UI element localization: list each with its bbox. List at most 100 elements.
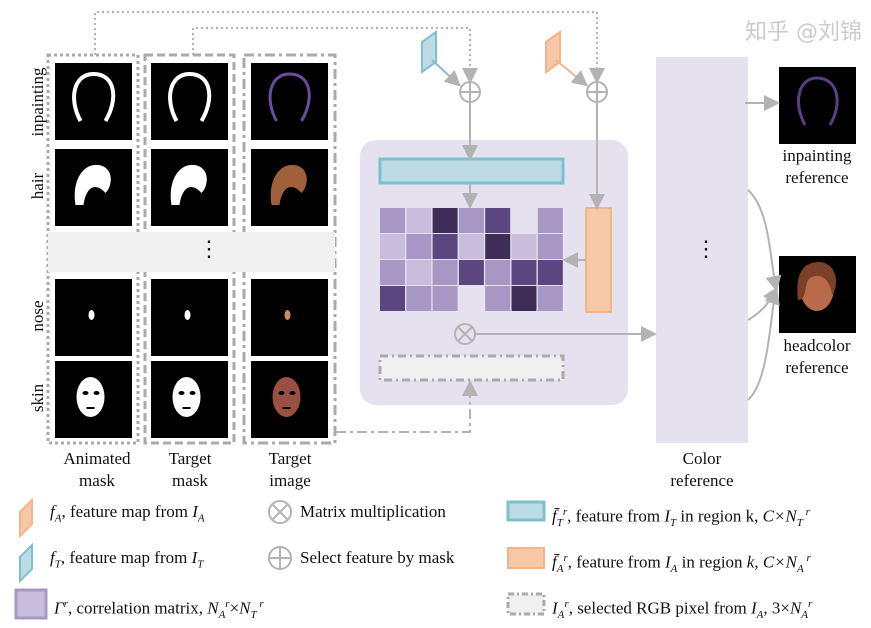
legend-select-icon [268,546,292,570]
correlation-cell [537,234,563,259]
headcolor-reference-image [779,256,856,333]
target-mask-inpainting-image [151,63,228,140]
target-mask-skin-image [151,361,228,438]
correlation-cell [485,234,511,259]
eye-hole [289,391,296,395]
nose-region-shape [184,310,191,320]
row-label-nose: nose [28,300,47,332]
correlation-cell [380,208,405,233]
correlation-cell [406,234,432,259]
legend-fA: fA, feature map from IA [50,502,205,525]
target-mask-hair-image [151,149,228,226]
hair-region-shape [270,164,307,205]
legend-fAbar-icon [507,547,545,569]
correlation-cell [380,234,405,259]
legend-gamma: Γr, correlation matrix, NAr×NT r [54,598,264,622]
hair-region-shape [170,164,207,205]
eye-hole [278,391,285,395]
target-image-hair-image [251,149,328,226]
label-color-reference: Color reference [670,449,734,490]
correlation-cell [432,286,458,311]
eye-hole [82,391,89,395]
eye-hole [93,391,100,395]
correlation-cell [406,286,432,311]
label-target-mask: Target mask [168,449,212,490]
animated-mask-nose-image [55,279,132,356]
target-mask-nose-image [151,279,228,356]
fA-bar-feature [585,207,612,313]
hair-shape [797,262,837,300]
correlation-cell [432,260,458,285]
watermark: 知乎 @刘锦 [745,20,862,45]
image-background [55,149,132,226]
inpainting-region-shape [72,71,116,123]
select-feature-op-2 [586,81,608,103]
nose-region-shape [88,310,95,320]
mouth-hole [182,407,191,409]
select-feature-op-1 [459,81,481,103]
mouth-hole [282,407,291,409]
legend-gamma-icon [14,588,48,620]
correlation-cell [485,208,511,233]
ellipsis: ⋮ [695,236,717,261]
mouth-hole [86,407,95,409]
inpainting-reference-image [779,67,856,144]
image-background [251,149,328,226]
eye-hole [178,391,185,395]
correlation-cell [511,208,537,233]
legend-matmul: Matrix multiplication [300,502,446,521]
correlation-matrix [380,208,563,311]
correlation-cell [537,260,563,285]
image-background [779,67,856,144]
correlation-cell [458,286,484,311]
correlation-cell [432,208,458,233]
correlation-cell [406,260,432,285]
dotted-route-animated [94,11,605,84]
correlation-cell [406,208,432,233]
legend-fTbar-icon [506,500,546,522]
label-animated-mask: Animated mask [63,449,131,490]
target-image-skin-image [251,361,328,438]
animated-mask-skin-image [55,361,132,438]
animated-mask-hair-image [55,149,132,226]
legend-IA-icon [506,592,546,616]
ellipsis-band [48,232,335,272]
target-image-inpainting-image [251,63,328,140]
inpainting-region-shape [797,76,839,126]
legend-fAbar: f̄Ar, feature from IA in region k, C×NA … [552,552,811,576]
correlation-cell [380,260,405,285]
skin-region-shape [272,377,301,417]
fT-bar-feature [378,157,565,185]
correlation-cell [485,286,511,311]
legend-matmul-icon [268,500,292,524]
legend-fT-icon [19,542,33,584]
selected-rgb-pixel-box [378,354,565,382]
row-label-inpainting: inpainting [28,67,47,137]
skin-region-shape [76,377,105,417]
correlation-cell [511,234,537,259]
dotted-route-target [192,27,478,84]
correlation-cell [458,234,484,259]
image-background [151,149,228,226]
animated-mask-inpainting-image [55,63,132,140]
correlation-cell [511,286,537,311]
color-reference-panel [656,57,748,443]
label-inpainting-reference: inpainting reference [782,146,852,187]
eye-hole [189,391,196,395]
fA-arrow [555,59,589,87]
correlation-cell [432,234,458,259]
hair-region-shape [74,164,111,205]
inpainting-region-shape [268,72,311,122]
fT-feature-icon [421,30,437,74]
correlation-cell [458,208,484,233]
correlation-cell [537,208,563,233]
correlation-cell [485,260,511,285]
target-image-nose-image [251,279,328,356]
correlation-cell [537,286,563,311]
row-label-skin: skin [28,383,47,413]
label-target-image: Target image [268,449,312,490]
correlation-cell [458,260,484,285]
label-headcolor-reference: headcolor reference [783,336,851,377]
